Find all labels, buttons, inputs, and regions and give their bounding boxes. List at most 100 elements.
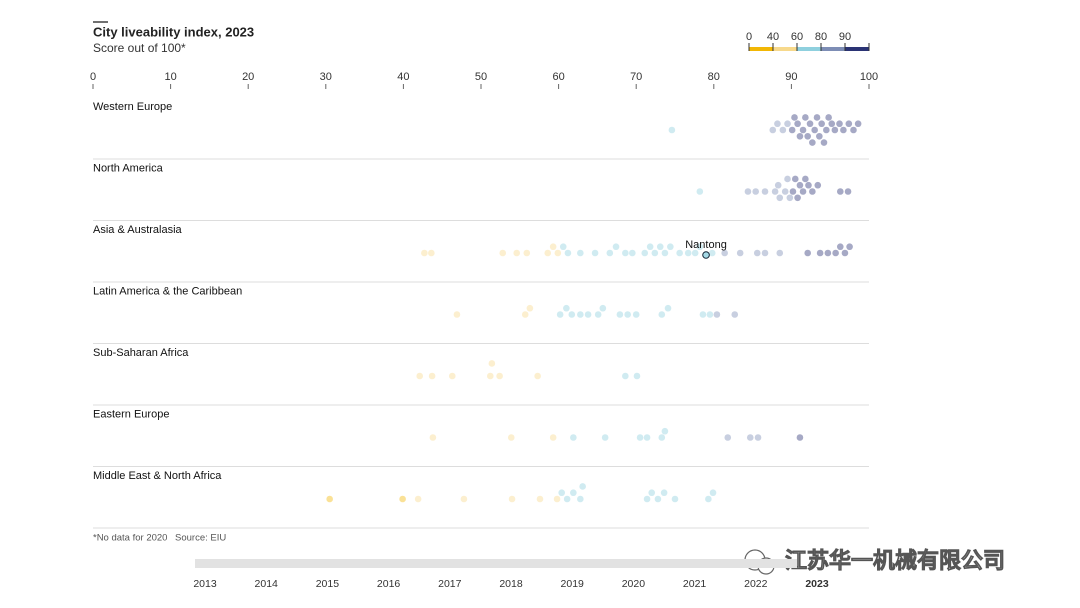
city-dot	[791, 175, 799, 183]
city-dot	[646, 243, 654, 251]
x-tick-label: 90	[785, 71, 797, 83]
city-dot	[816, 132, 823, 140]
city-dot	[791, 114, 798, 121]
city-dot	[624, 311, 631, 318]
x-tick-label: 30	[320, 71, 332, 83]
city-dot	[802, 175, 809, 183]
timeline-year[interactable]: 2017	[438, 578, 462, 590]
city-dot	[831, 126, 839, 134]
city-dot	[761, 188, 769, 195]
city-dot	[534, 372, 541, 380]
city-dot	[421, 249, 428, 257]
x-tick-label: 100	[860, 71, 878, 83]
city-dot	[823, 126, 830, 134]
city-dot	[731, 311, 739, 318]
city-dot	[799, 126, 807, 134]
timeline-year[interactable]: 2016	[377, 578, 401, 590]
city-dot	[769, 126, 777, 134]
city-dot	[658, 434, 666, 441]
city-dot	[601, 434, 609, 441]
city-dot	[416, 372, 423, 380]
city-dot	[667, 243, 674, 251]
city-dot	[804, 249, 811, 257]
city-dot	[850, 126, 857, 134]
city-dot	[708, 249, 716, 257]
legend-label: 60	[791, 31, 803, 43]
city-dot	[521, 311, 529, 318]
legend-swatch	[821, 47, 845, 51]
city-dot	[487, 372, 494, 380]
city-dot	[526, 304, 534, 312]
city-dot	[563, 495, 571, 503]
city-dot	[428, 249, 435, 257]
city-dot	[559, 243, 567, 251]
group-label: Sub-Saharan Africa	[93, 347, 189, 359]
city-dot	[579, 483, 586, 490]
city-dot	[648, 489, 656, 497]
timeline-year[interactable]: 2014	[255, 578, 279, 590]
city-dot	[794, 120, 801, 128]
city-dot	[428, 372, 436, 380]
city-dot	[599, 304, 607, 312]
group-label: Latin America & the Caribbean	[93, 285, 242, 297]
city-dot	[549, 434, 557, 441]
city-dot	[696, 188, 704, 195]
city-dot	[453, 311, 461, 318]
timeline-year[interactable]: 2018	[499, 578, 523, 590]
city-dot	[584, 311, 592, 318]
timeline-year[interactable]: 2023	[805, 578, 829, 590]
x-tick-label: 0	[90, 71, 96, 83]
city-dot	[754, 434, 762, 441]
city-dot	[656, 243, 664, 251]
city-dot	[661, 427, 669, 435]
city-dot	[796, 132, 804, 140]
city-dot	[699, 311, 707, 318]
city-dot	[825, 114, 832, 121]
legend-label: 80	[815, 31, 827, 43]
legend-swatch	[749, 47, 773, 51]
group-label: Western Europe	[93, 101, 172, 113]
timeline-year[interactable]: 2021	[683, 578, 707, 590]
city-dot	[814, 181, 822, 189]
group-label: Asia & Australasia	[93, 224, 183, 236]
x-tick-label: 70	[630, 71, 642, 83]
city-dot	[774, 181, 782, 189]
city-dot	[776, 194, 784, 202]
timeline-year[interactable]: 2020	[622, 578, 646, 590]
city-dot	[809, 188, 816, 195]
city-dot	[840, 126, 847, 134]
city-dot	[789, 188, 797, 195]
city-dot	[684, 249, 692, 257]
timeline-year[interactable]: 2015	[316, 578, 340, 590]
city-dot	[836, 243, 844, 251]
source: Source: EIU	[175, 533, 226, 544]
city-dot	[799, 188, 807, 195]
legend-label: 40	[767, 31, 779, 43]
city-dot	[811, 126, 818, 134]
city-dot	[691, 249, 699, 257]
city-dot	[794, 194, 801, 202]
timeline-year[interactable]: 2022	[744, 578, 768, 590]
city-dot	[553, 495, 561, 503]
x-tick-label: 40	[397, 71, 409, 83]
city-dot	[636, 434, 644, 441]
watermark-text: 江苏华一机械有限公司	[785, 548, 1005, 573]
city-dot	[668, 126, 676, 134]
group-label: Eastern Europe	[93, 408, 169, 420]
city-dot	[779, 126, 787, 134]
legend-swatch	[797, 47, 821, 51]
city-dot	[796, 434, 804, 441]
city-dot	[544, 249, 552, 257]
city-dot	[664, 304, 672, 312]
city-dot	[660, 489, 668, 497]
timeline-year[interactable]: 2013	[193, 578, 217, 590]
timeline-year[interactable]: 2019	[561, 578, 585, 590]
city-dot	[523, 249, 531, 257]
city-dot	[654, 495, 662, 503]
city-dot	[563, 304, 570, 312]
city-dot	[488, 360, 496, 367]
city-dot	[784, 120, 791, 128]
city-dot	[577, 249, 584, 257]
city-dot	[577, 311, 584, 318]
city-dot	[776, 249, 784, 257]
